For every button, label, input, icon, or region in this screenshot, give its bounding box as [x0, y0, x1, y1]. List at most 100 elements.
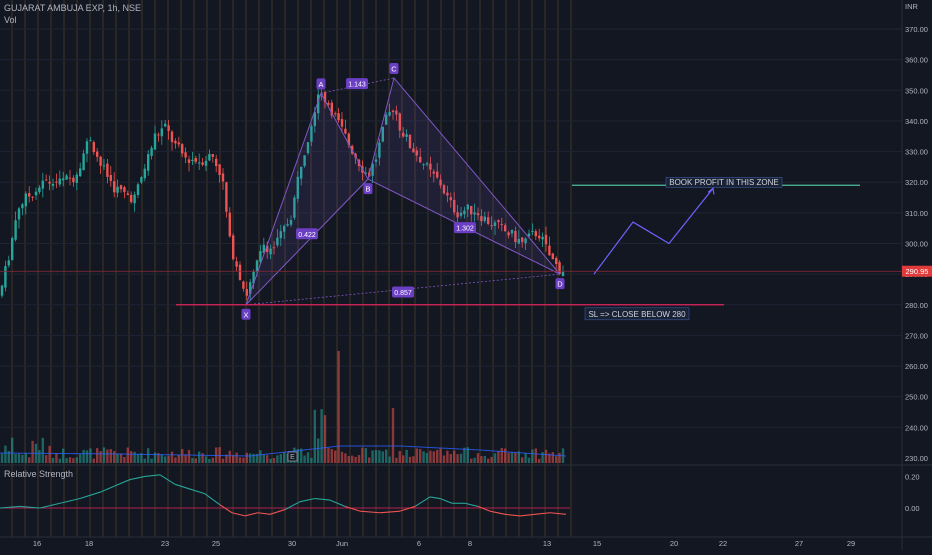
candle-body	[109, 175, 112, 181]
volume-label: Vol	[4, 15, 17, 25]
volume-bar	[181, 449, 184, 463]
candle-body	[507, 232, 510, 236]
candle-body	[476, 213, 480, 216]
candle-body	[272, 247, 276, 249]
volume-bar	[96, 448, 99, 463]
x-tick-label: 20	[670, 539, 678, 548]
candle-body	[130, 194, 133, 203]
candle-body	[514, 230, 517, 243]
candle-body	[306, 142, 310, 154]
candle-body	[262, 244, 265, 253]
rsi-segment	[399, 505, 416, 512]
candle-body	[327, 102, 330, 105]
volume-bar	[425, 452, 429, 463]
rsi-segment	[464, 502, 479, 507]
volume-bar	[272, 457, 276, 463]
volume-bar	[524, 453, 527, 463]
ratio-badge	[454, 222, 476, 234]
y-tick-label: INR	[905, 2, 919, 11]
rsi-segment	[231, 512, 246, 517]
pattern-ratio-line	[245, 178, 369, 306]
candle-body	[211, 154, 214, 157]
candle-body	[446, 192, 449, 196]
volume-bar	[17, 453, 21, 463]
volume-bar	[177, 454, 180, 463]
candle-body	[449, 197, 452, 201]
volume-bar	[323, 415, 327, 463]
candle-body	[153, 133, 157, 150]
volume-bar	[198, 451, 201, 463]
volume-bar	[116, 453, 119, 463]
candle-body	[374, 159, 378, 162]
volume-bar	[541, 452, 544, 463]
candle-body	[92, 142, 95, 153]
x-tick-label: Jun	[336, 539, 348, 548]
candle-body	[266, 245, 269, 253]
candle-body	[75, 174, 78, 183]
candle-body	[133, 194, 136, 204]
candle-body	[14, 220, 17, 240]
candle-body	[174, 140, 177, 144]
volume-bar	[147, 448, 150, 463]
candle-body	[62, 178, 65, 181]
volume-bar	[551, 452, 554, 463]
volume-bar	[174, 457, 177, 463]
volume-bar	[442, 455, 446, 463]
volume-bar	[11, 437, 14, 463]
rsi-segment	[174, 483, 191, 490]
volume-bar	[249, 453, 252, 463]
x-tick-label: 8	[468, 539, 472, 548]
candle-body	[398, 113, 401, 131]
candle-body	[85, 141, 89, 154]
candle-body	[140, 177, 143, 183]
rsi-segment	[314, 497, 331, 501]
rsi-segment	[204, 493, 221, 506]
volume-bar	[65, 458, 68, 463]
candle-body	[126, 193, 129, 195]
candle-body	[201, 162, 204, 165]
volume-bar	[466, 447, 469, 463]
volume-bar	[422, 451, 425, 463]
x-tick-label: 27	[795, 539, 803, 548]
candle-body	[310, 126, 313, 142]
volume-bar	[0, 453, 4, 463]
rsi-segment	[284, 501, 301, 511]
volume-bar	[99, 451, 102, 463]
volume-bar	[483, 456, 486, 463]
candle-body	[41, 180, 44, 189]
volume-bar	[310, 457, 313, 463]
volume-bar	[436, 449, 439, 463]
candle-body	[466, 204, 469, 210]
volume-bar	[510, 452, 514, 463]
volume-bar	[327, 447, 330, 463]
candle-body	[228, 212, 231, 237]
candle-body	[283, 226, 286, 232]
volume-bar	[419, 449, 422, 463]
candle-body	[378, 142, 381, 158]
volume-bar	[429, 450, 432, 463]
y-tick-label: 310.00	[905, 209, 928, 218]
candle-body	[293, 197, 296, 218]
ratio-label: 1.302	[456, 226, 474, 233]
candle-body	[405, 134, 408, 137]
candle-body	[252, 271, 255, 284]
candle-body	[330, 102, 333, 116]
stop-loss-label: SL => CLOSE BELOW 280	[588, 310, 686, 319]
volume-bar	[150, 458, 153, 463]
candle-body	[0, 285, 4, 296]
candle-body	[245, 289, 248, 296]
volume-bar	[41, 437, 44, 463]
x-tick-label: 25	[212, 539, 220, 548]
volume-bar	[558, 452, 561, 463]
candle-body	[439, 179, 442, 186]
current-price-label: 290.95	[906, 267, 929, 276]
candle-body	[82, 153, 85, 171]
candle-body	[232, 235, 235, 260]
candle-body	[381, 126, 384, 142]
ratio-badge	[346, 78, 368, 90]
candle-body	[48, 181, 51, 184]
y-tick-label: 370.00	[905, 25, 928, 34]
volume-bar	[221, 458, 225, 463]
